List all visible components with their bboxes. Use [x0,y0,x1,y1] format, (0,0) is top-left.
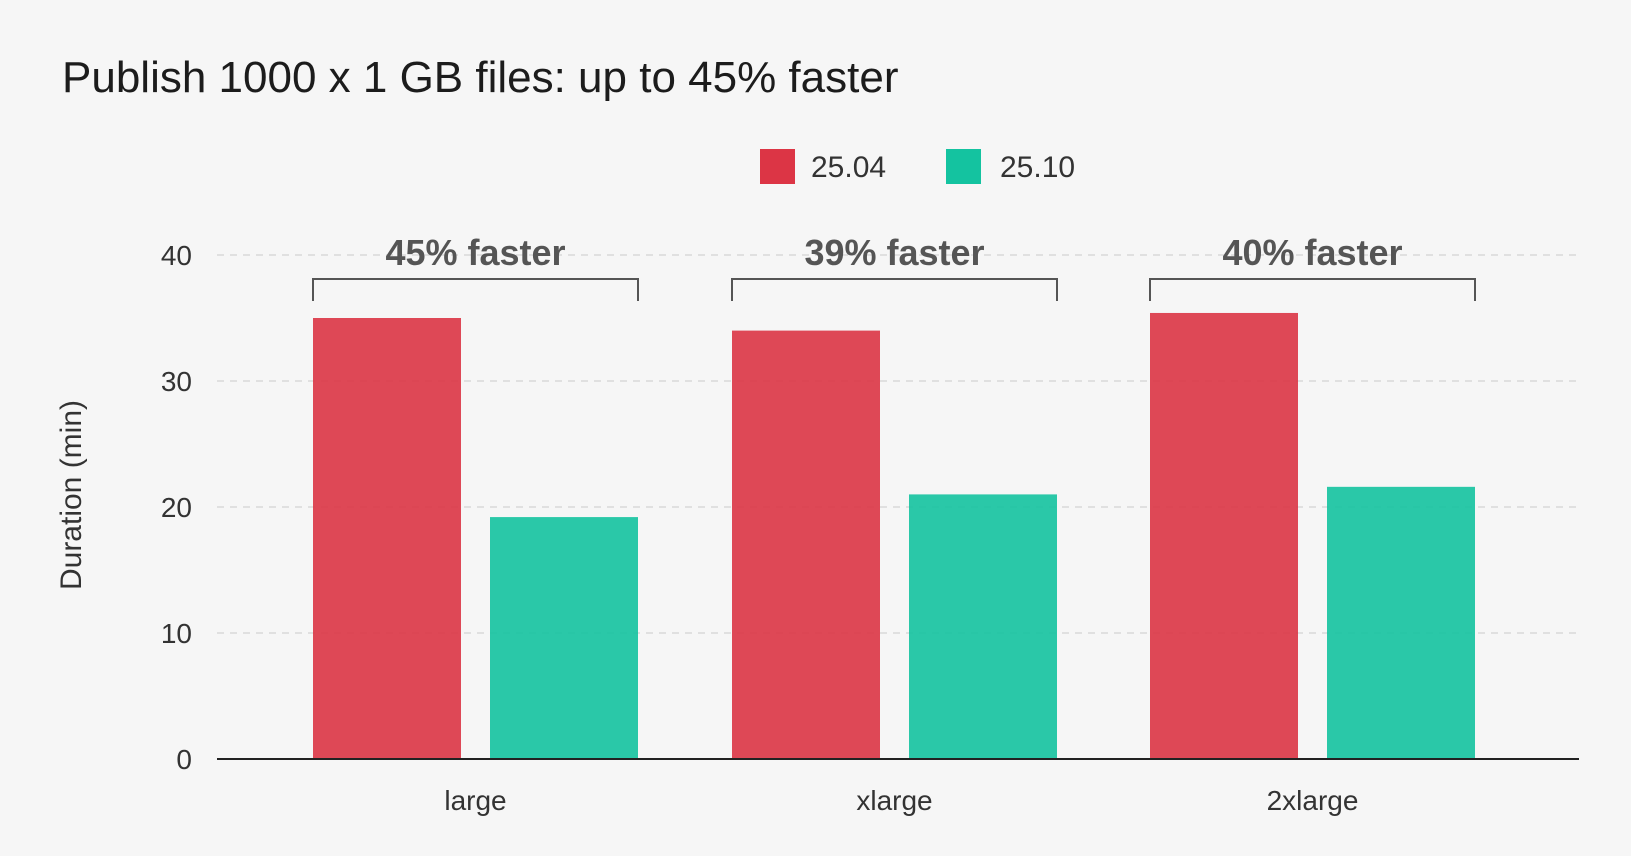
bar-25-10-2xlarge [1327,486,1475,759]
bar-25-04-2xlarge [1150,312,1298,759]
bar-25-04-large [313,318,461,759]
chart-title: Publish 1000 x 1 GB files: up to 45% fas… [62,53,898,102]
axis-labels: 0 10 20 30 40 large xlarge 2xlarge [161,240,1359,816]
y-tick-label: 10 [161,618,192,649]
y-axis-title: Duration (min) [55,400,88,590]
annotations: 45% faster 39% faster 40% faster [312,232,1476,301]
y-tick-label: 0 [176,744,192,775]
annotation-label: 45% faster [385,232,565,273]
legend: 25.04 25.10 [760,149,1075,184]
y-tick-label: 20 [161,492,192,523]
bars [313,312,1475,759]
annotation-label: 40% faster [1222,232,1402,273]
annotation-bracket [1149,278,1476,301]
legend-swatch-25-04 [760,149,795,184]
legend-label-25-10: 25.10 [1000,151,1075,184]
bar-25-10-xlarge [909,494,1057,759]
bar-25-10-large [490,517,638,759]
x-tick-label: 2xlarge [1267,785,1359,816]
annotation-bracket [312,278,639,301]
annotation-bracket [731,278,1058,301]
x-tick-label: xlarge [856,785,932,816]
bar-25-04-xlarge [732,330,880,759]
y-tick-label: 40 [161,240,192,271]
annotation-label: 39% faster [804,232,984,273]
legend-swatch-25-10 [946,149,981,184]
x-tick-label: large [444,785,506,816]
y-tick-label: 30 [161,366,192,397]
legend-label-25-04: 25.04 [811,151,886,184]
